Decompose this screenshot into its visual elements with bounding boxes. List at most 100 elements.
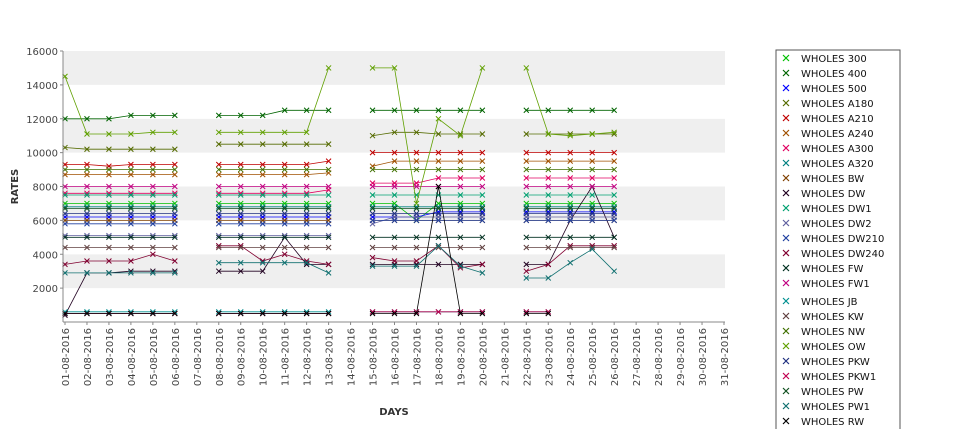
data-point [391, 149, 398, 156]
series-line [218, 67, 329, 133]
data-point [281, 141, 288, 148]
data-point [106, 192, 112, 198]
data-point [237, 310, 244, 317]
data-point [567, 217, 574, 224]
data-point [457, 234, 464, 241]
data-point [303, 129, 310, 136]
data-point [391, 65, 398, 71]
data-point [413, 158, 420, 164]
legend-item: WHOLES 500 [782, 84, 867, 95]
data-point [589, 244, 596, 251]
data-point [150, 112, 156, 119]
data-point [325, 141, 332, 148]
legend-marker-icon [782, 402, 790, 410]
data-point [611, 158, 618, 164]
data-point [391, 205, 398, 212]
data-point [237, 220, 244, 227]
x-tick-label: 11-08-2016 [281, 328, 292, 386]
data-point [457, 310, 464, 317]
data-point [567, 259, 574, 266]
legend-label: WHOLES 300 [801, 54, 867, 65]
legend-marker-icon [782, 417, 790, 425]
data-point [128, 166, 134, 173]
data-point [413, 166, 420, 173]
legend-label: WHOLES A300 [801, 144, 874, 155]
data-point [128, 171, 134, 178]
data-point [325, 234, 332, 241]
data-point [611, 234, 618, 241]
data-point [106, 166, 112, 173]
series-wholes-pw1 [62, 242, 618, 281]
data-point [391, 192, 398, 198]
legend-item: WHOLES PW1 [782, 402, 870, 413]
data-point [259, 234, 266, 241]
data-point [150, 166, 156, 173]
data-point [479, 244, 486, 251]
data-point [391, 107, 398, 114]
legend-marker-icon [782, 114, 790, 122]
data-point [171, 192, 178, 198]
data-point [435, 205, 442, 212]
x-tick-label: 06-08-2016 [171, 328, 182, 386]
legend: WHOLES 300 WHOLES 400 WHOLES 500 WHOLES A18… [775, 49, 901, 429]
data-point [281, 205, 288, 212]
data-point [303, 192, 310, 198]
data-point [523, 175, 530, 181]
data-point [413, 205, 420, 212]
x-tick-label: 15-08-2016 [369, 328, 380, 386]
x-tick-label: 04-08-2016 [127, 328, 138, 386]
data-point [215, 171, 222, 178]
data-point [84, 234, 90, 241]
series-wholes-nw [62, 166, 618, 173]
legend-item: WHOLES A300 [782, 144, 874, 155]
legend-label: WHOLES BW [801, 174, 864, 185]
y-tick-label: 6000 [33, 216, 58, 227]
data-point [435, 183, 442, 190]
data-point [457, 244, 464, 251]
data-point [567, 158, 574, 164]
data-point [369, 149, 376, 156]
data-point [128, 270, 134, 276]
legend-label: WHOLES PKW [801, 357, 870, 368]
legend-marker-icon [782, 174, 790, 182]
y-axis-ticks: 2000 4000 6000 8000 10000 12000 14000 16000 [26, 47, 63, 295]
data-point [567, 234, 574, 241]
data-point [303, 161, 310, 168]
data-point [215, 183, 222, 190]
data-point [523, 268, 530, 275]
series-line [372, 131, 483, 137]
data-point [523, 244, 530, 251]
data-point [281, 183, 288, 190]
data-point [435, 166, 442, 173]
data-point [303, 220, 310, 227]
legend-label: WHOLES DW240 [801, 249, 884, 260]
legend-marker-icon [782, 69, 790, 77]
data-point [479, 234, 486, 241]
data-point [413, 149, 420, 156]
series-wholes-kw [62, 244, 618, 251]
data-point [325, 205, 332, 212]
data-point [281, 259, 288, 266]
x-tick-label: 13-08-2016 [325, 328, 336, 386]
data-point [237, 192, 244, 198]
data-point [259, 259, 266, 266]
series-line [64, 253, 175, 265]
series-line [372, 186, 483, 314]
data-point [171, 310, 178, 317]
data-point [259, 166, 266, 173]
data-point [435, 107, 442, 114]
data-point [325, 244, 332, 251]
legend-item: WHOLES RW [782, 417, 864, 428]
legend-item: WHOLES NW [782, 327, 865, 338]
legend-item: WHOLES DW [782, 189, 865, 200]
data-point [325, 310, 332, 317]
data-point [171, 183, 178, 190]
data-point [523, 166, 530, 173]
data-point [128, 146, 134, 153]
x-tick-label: 22-08-2016 [522, 328, 533, 386]
data-point [479, 65, 486, 71]
data-point [84, 258, 90, 264]
data-point [150, 310, 156, 317]
y-tick-label: 4000 [33, 250, 58, 261]
data-point [413, 107, 420, 114]
